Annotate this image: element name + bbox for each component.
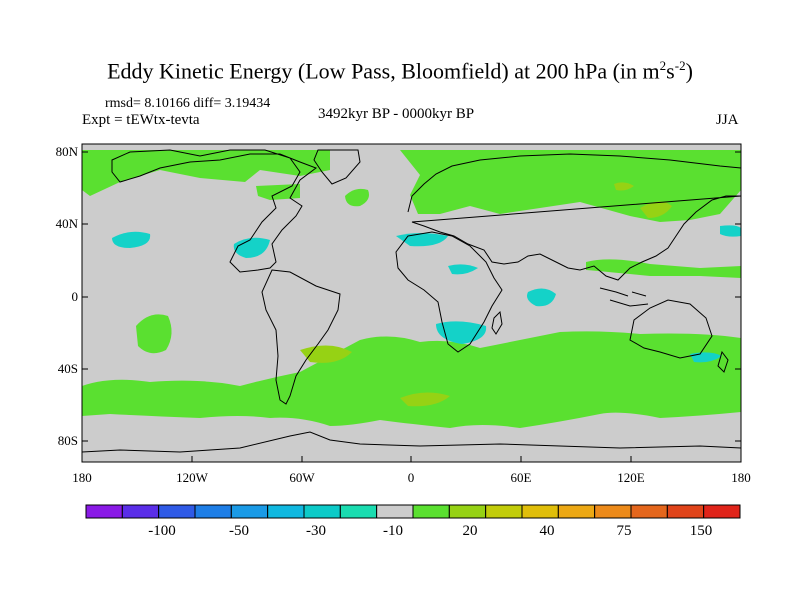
colorbar-label: 40 — [539, 523, 555, 539]
anomaly-green-south-pacific — [136, 314, 172, 354]
coast-indonesia — [599, 287, 649, 307]
colorbar-label: -30 — [306, 523, 326, 539]
anomaly-green-arctic-west — [82, 150, 330, 196]
lon-label-60e: 60E — [510, 470, 532, 485]
stats-text: rmsd= 8.10166 diff= 3.19434 — [105, 96, 271, 111]
coast-australia — [629, 299, 713, 359]
colorbar-swatch — [121, 504, 160, 519]
colorbar-swatch — [412, 504, 450, 519]
lat-ticks — [82, 151, 741, 442]
anomaly-yellowgreen-south-atlantic — [300, 345, 352, 363]
lon-label-120w: 120W — [176, 470, 208, 485]
colorbar-swatch — [339, 504, 378, 519]
colorbar-swatch — [630, 504, 668, 519]
colorbar-swatch — [230, 504, 269, 519]
coast-greenland — [313, 149, 361, 185]
lat-label-0: 0 — [71, 289, 79, 304]
anomaly-fields — [82, 150, 741, 428]
lon-label-180w: 180 — [72, 470, 92, 485]
colorbar-label: -10 — [383, 523, 403, 539]
anomaly-green-southern-ocean — [82, 331, 741, 428]
anomaly-cyan-arabia — [448, 264, 478, 275]
coast-antarctica — [82, 431, 741, 453]
colorbar-swatch — [666, 504, 705, 519]
anomaly-cyan-north-pacific — [112, 231, 151, 248]
colorbar-swatch — [194, 504, 232, 519]
lon-label-120e: 120E — [617, 470, 645, 485]
lat-label-40s: 40S — [57, 361, 78, 376]
coast-new-zealand — [717, 350, 729, 373]
anomaly-yellowgreen-arctic — [614, 182, 634, 191]
experiment-label: Expt = tEWtx-tevta — [82, 112, 200, 128]
anomaly-yellowgreen-siberia — [640, 201, 672, 218]
coast-south-america — [261, 269, 341, 405]
plot-title: Eddy Kinetic Energy (Low Pass, Bloomfiel… — [107, 58, 693, 84]
coastlines — [82, 149, 741, 453]
coast-africa — [395, 231, 503, 353]
colorbar-swatch — [594, 504, 632, 519]
anomaly-cyan-indian-ocean — [527, 288, 556, 307]
lon-label-180e: 180 — [731, 470, 751, 485]
colorbar-swatch — [158, 504, 196, 519]
anomaly-green-north-atlantic — [345, 188, 369, 207]
colorbar-swatch — [267, 504, 305, 519]
lat-label-80s: 80S — [57, 433, 78, 448]
colorbar-swatch — [303, 504, 341, 519]
colorbar-label: 75 — [616, 523, 632, 539]
period-label: 3492kyr BP - 0000kyr BP — [318, 106, 475, 122]
anomaly-yellowgreen-southern-ocean — [400, 392, 450, 407]
colorbar-swatch — [485, 504, 523, 519]
anomaly-cyan-gulf — [233, 237, 270, 258]
anomaly-cyan-west-pacific — [720, 225, 741, 237]
colorbar-label: 150 — [689, 523, 713, 539]
colorbar-swatch — [521, 504, 559, 519]
colorbar-label: -100 — [148, 523, 176, 539]
colorbar-swatch — [85, 504, 123, 519]
colorbar-label: 20 — [462, 523, 478, 539]
lon-ticks — [81, 456, 742, 462]
coast-madagascar — [491, 310, 503, 335]
colorbar — [85, 504, 741, 519]
coast-europe-asia — [407, 153, 741, 281]
lat-label-80n: 80N — [55, 144, 78, 159]
colorbar-swatch — [448, 504, 487, 519]
colorbar-label: -50 — [229, 523, 249, 539]
colorbar-swatch — [703, 504, 741, 519]
lon-label-60w: 60W — [289, 470, 315, 485]
lat-label-40n: 40N — [55, 216, 78, 231]
season-label: JJA — [716, 112, 739, 128]
colorbar-swatch — [557, 504, 596, 519]
colorbar-swatch — [376, 504, 414, 519]
coast-north-america — [111, 149, 318, 273]
lon-label-0: 0 — [407, 470, 415, 485]
